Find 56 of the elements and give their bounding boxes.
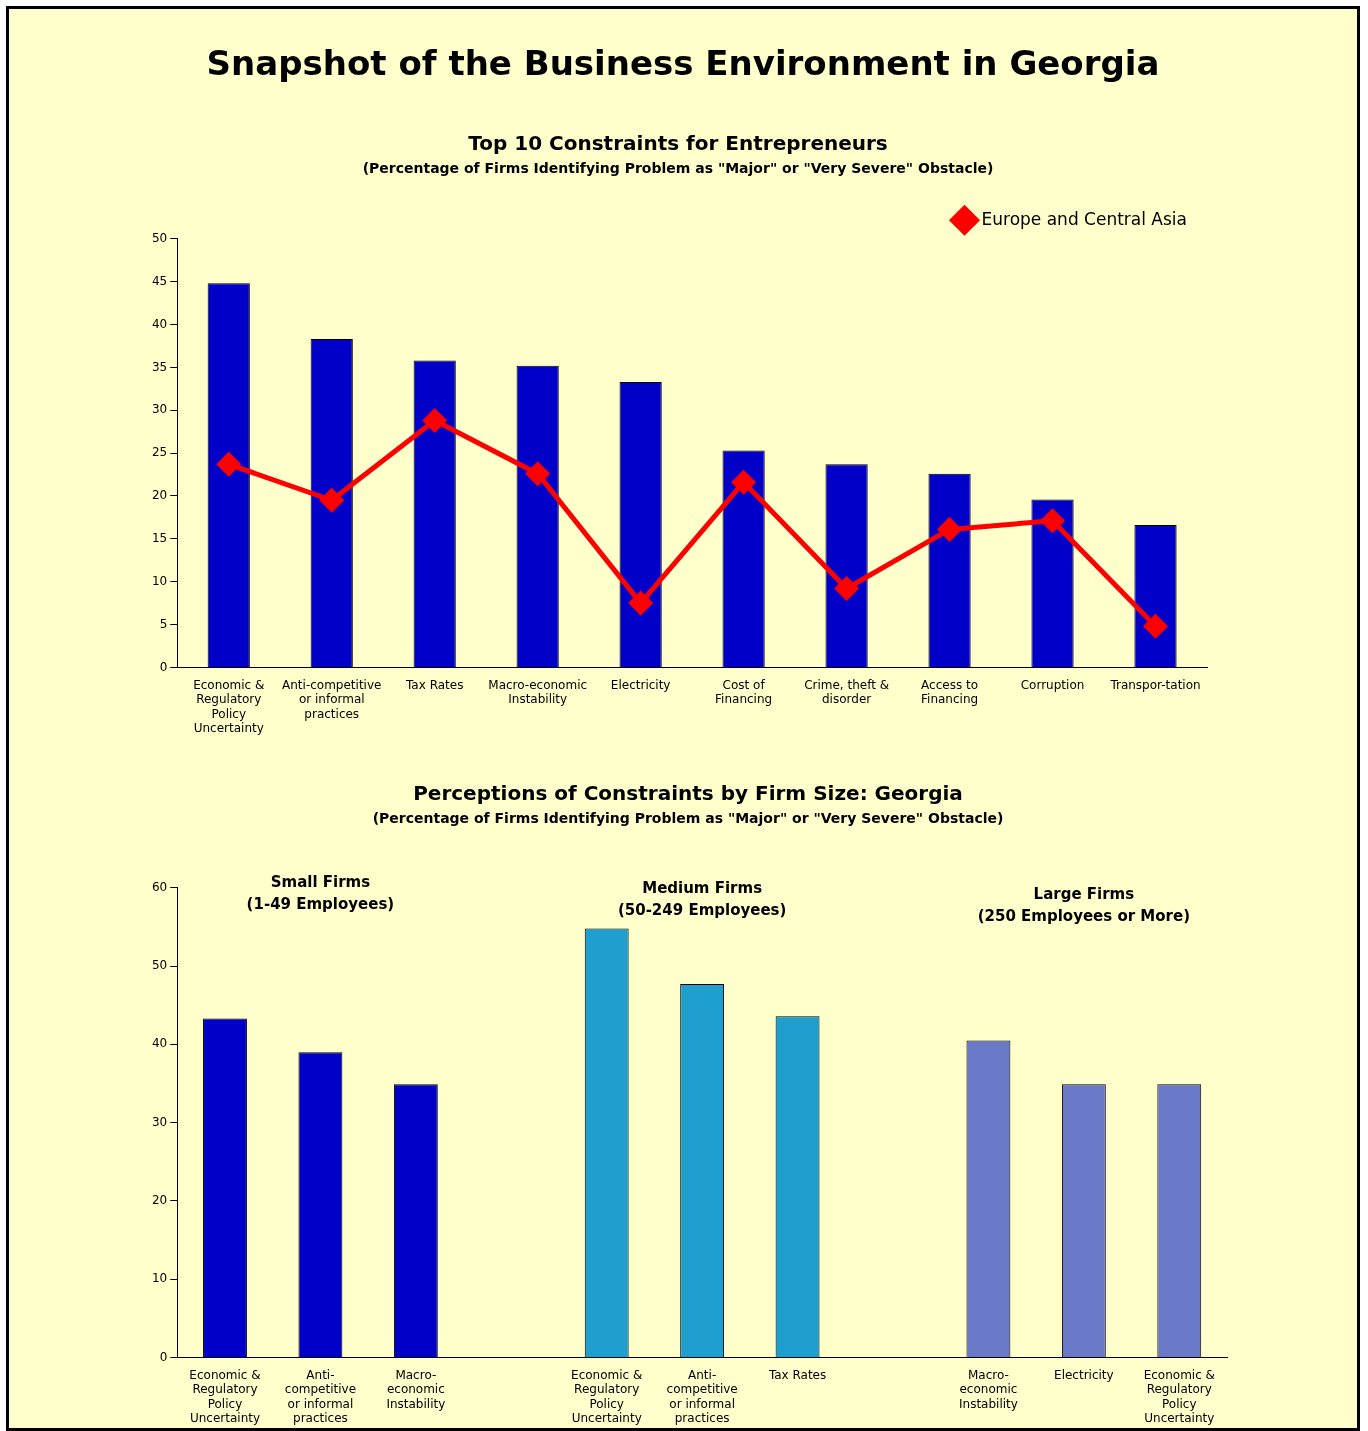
x-tick-label: Anti-competitive or informal practices (284, 1367, 357, 1425)
y-tick-label: 45 (151, 273, 168, 288)
y-tick-label: 30 (151, 402, 168, 417)
page-heading: Snapshot of the Business Environment in Georgia (205, 43, 1161, 83)
x-tick-label: Electricity (1054, 1367, 1114, 1382)
y-tick-label: 35 (151, 359, 168, 374)
y-tick-label: 50 (151, 230, 168, 245)
chart-title: Perceptions of Constraints by Firm Size: Georgia (413, 781, 963, 806)
x-tick-label: Access to Financing (921, 677, 979, 707)
y-tick-label: 30 (151, 1114, 168, 1129)
x-tick-label: Economic & Regulatory Policy Uncertainty (571, 1367, 643, 1425)
point (1041, 509, 1065, 533)
point (423, 409, 447, 433)
y-tick-label: 0 (159, 659, 168, 674)
x-tick-label: Transpor-tation (1109, 677, 1201, 692)
y-tick-label: 10 (151, 573, 168, 588)
x-tick-label: Economic & Regulatory Policy Uncertainty (1143, 1367, 1215, 1425)
chart-subtitle: (Percentage of Firms Identifying Problem as "Major" or "Very Severe" Obstacle) (362, 160, 994, 177)
annotation: Medium Firms (50-249 Employees) (617, 879, 787, 920)
x-tick-label: Tax Rates (767, 1367, 827, 1382)
point (1144, 614, 1168, 638)
y-tick-label: 40 (151, 316, 168, 331)
x-tick-label: Macro-economic Instability (958, 1367, 1018, 1411)
point (217, 452, 241, 476)
point (938, 517, 962, 541)
y-tick-label: 25 (151, 445, 168, 460)
point (732, 470, 756, 494)
x-tick-label: Economic & Regulatory Policy Uncertainty (189, 1367, 261, 1425)
x-tick-label: Electricity (610, 677, 671, 692)
x-tick-label: Economic & Regulatory Policy Uncertainty (193, 677, 265, 735)
chart-title: Top 10 Constraints for Entrepreneurs (468, 131, 888, 156)
y-tick-label: 40 (151, 1036, 168, 1051)
y-tick-label: 15 (151, 530, 168, 545)
chart-subtitle: (Percentage of Firms Identifying Problem as "Major" or "Very Severe" Obstacle) (372, 810, 1004, 827)
legend-label: Europe and Central Asia (981, 208, 1188, 229)
y-tick-label: 0 (159, 1349, 168, 1364)
x-tick-label: Corruption (1020, 677, 1085, 692)
x-tick-label: Cost of Financing (715, 677, 773, 707)
y-tick-label: 5 (159, 616, 168, 631)
x-tick-label: Anti-competitive or informal practices (666, 1367, 738, 1425)
point (320, 488, 344, 512)
x-tick-label: Crime, theft & disorder (804, 677, 890, 707)
y-tick-label: 50 (151, 958, 168, 973)
y-tick-label: 10 (151, 1271, 168, 1286)
annotation: Large Firms (250 Employees or More) (977, 885, 1191, 926)
x-tick-label: Anti-competitive or informal practices (282, 677, 382, 721)
x-tick-label: Tax Rates (405, 677, 464, 692)
x-tick-label: Macro-economic Instability (488, 677, 588, 707)
y-tick-label: 20 (151, 488, 168, 503)
point (629, 591, 653, 615)
y-tick-label: 60 (151, 879, 168, 894)
point (835, 577, 859, 601)
y-tick-label: 20 (151, 1192, 168, 1207)
x-tick-label: Macro-economic Instability (386, 1367, 446, 1411)
point (526, 462, 550, 486)
annotation: Small Firms (1-49 Employees) (246, 873, 395, 914)
